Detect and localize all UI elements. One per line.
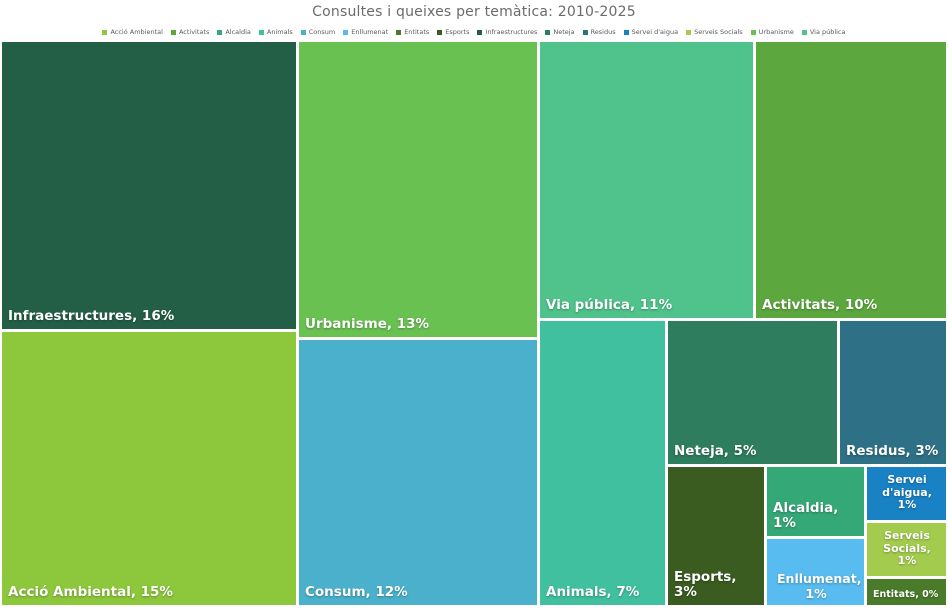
legend-swatch xyxy=(258,29,264,35)
legend-swatch xyxy=(217,29,223,35)
legend-item-label: Alcaldia xyxy=(225,28,251,36)
tile-label: Consum, 12% xyxy=(305,584,408,601)
legend-item-accio-ambiental[interactable]: Acció Ambiental xyxy=(102,28,163,36)
legend-item-animals[interactable]: Animals xyxy=(258,28,293,36)
legend-item-label: Consum xyxy=(308,28,336,36)
chart-title: Consultes i queixes per temàtica: 2010-2… xyxy=(312,4,636,20)
tile-label: Enllumenat, 1% xyxy=(777,571,862,601)
tile-animals[interactable]: Animals, 7% xyxy=(540,321,665,605)
tile-infraestructures[interactable]: Infraestructures, 16% xyxy=(2,42,296,329)
legend-swatch xyxy=(300,29,306,35)
tile-entitats[interactable]: Entitats, 0% xyxy=(867,579,946,605)
tile-activitats[interactable]: Activitats, 10% xyxy=(756,42,946,318)
tile-consum[interactable]: Consum, 12% xyxy=(299,340,537,605)
legend-swatch xyxy=(343,29,349,35)
legend-item-entitats[interactable]: Entitats xyxy=(396,28,429,36)
legend-item-activitats[interactable]: Activitats xyxy=(170,28,210,36)
tile-enllumenat[interactable]: Enllumenat, 1% xyxy=(767,539,864,605)
legend-item-label: Via pública xyxy=(809,28,846,36)
tile-accio-ambiental[interactable]: Acció Ambiental, 15% xyxy=(2,332,296,605)
legend-item-serveis-socials[interactable]: Serveis Socials xyxy=(686,28,743,36)
tile-label: Infraestructures, 16% xyxy=(8,308,175,325)
legend-item-label: Residus xyxy=(590,28,616,36)
tile-label: Via pública, 11% xyxy=(546,297,673,314)
tile-servei-daigua[interactable]: Servei d'aigua, 1% xyxy=(867,467,946,520)
legend-swatch xyxy=(477,29,483,35)
legend-item-label: Neteja xyxy=(553,28,575,36)
legend-item-urbanisme[interactable]: Urbanisme xyxy=(750,28,794,36)
tile-label: Alcaldia, 1% xyxy=(773,499,839,532)
legend-item-label: Infraestructures xyxy=(485,28,538,36)
legend-item-alcaldia[interactable]: Alcaldia xyxy=(217,28,251,36)
tile-alcaldia[interactable]: Alcaldia, 1% xyxy=(767,467,864,536)
tile-via-publica[interactable]: Via pública, 11% xyxy=(540,42,753,318)
tile-label: Activitats, 10% xyxy=(762,297,878,314)
chart-legend: Acció Ambiental Activitats Alcaldia Anim… xyxy=(0,26,948,38)
legend-item-label: Urbanisme xyxy=(758,28,794,36)
legend-item-label: Activitats xyxy=(178,28,210,36)
legend-swatch xyxy=(686,29,692,35)
legend-item-residus[interactable]: Residus xyxy=(582,28,616,36)
legend-item-consum[interactable]: Consum xyxy=(300,28,336,36)
tile-label: Serveis Socials, 1% xyxy=(883,529,931,568)
tile-label: Neteja, 5% xyxy=(674,443,757,460)
tile-label: Acció Ambiental, 15% xyxy=(8,584,173,601)
legend-item-label: Animals xyxy=(266,28,293,36)
legend-item-label: Entitats xyxy=(404,28,430,36)
legend-swatch xyxy=(437,29,443,35)
legend-swatch xyxy=(102,29,108,35)
tile-residus[interactable]: Residus, 3% xyxy=(840,321,946,464)
legend-swatch xyxy=(545,29,551,35)
tile-serveis-socials[interactable]: Serveis Socials, 1% xyxy=(867,523,946,576)
legend-item-enllumenat[interactable]: Enllumenat xyxy=(343,28,388,36)
tile-label: Animals, 7% xyxy=(546,584,640,601)
legend-swatch xyxy=(170,29,176,35)
tile-urbanisme[interactable]: Urbanisme, 13% xyxy=(299,42,537,337)
legend-swatch xyxy=(582,29,588,35)
legend-item-label: Enllumenat xyxy=(351,28,389,36)
legend-swatch xyxy=(801,29,807,35)
legend-item-esports[interactable]: Esports xyxy=(437,28,469,36)
legend-item-label: Serveis Socials xyxy=(694,28,743,36)
tile-label: Esports, 3% xyxy=(674,568,737,601)
legend-item-via-publica[interactable]: Via pública xyxy=(801,28,846,36)
legend-item-label: Acció Ambiental xyxy=(110,28,163,36)
tile-label: Residus, 3% xyxy=(846,443,939,460)
legend-item-infraestructures[interactable]: Infraestructures xyxy=(477,28,537,36)
legend-item-label: Esports xyxy=(445,28,470,36)
treemap-chart: Infraestructures, 16% Acció Ambiental, 1… xyxy=(2,42,946,605)
legend-item-label: Servei d'aigua xyxy=(631,28,679,36)
tile-label: Servei d'aigua, 1% xyxy=(882,473,932,512)
tile-neteja[interactable]: Neteja, 5% xyxy=(668,321,837,464)
legend-swatch xyxy=(750,29,756,35)
legend-item-neteja[interactable]: Neteja xyxy=(545,28,575,36)
tile-esports[interactable]: Esports, 3% xyxy=(668,467,764,605)
legend-item-servei-daigua[interactable]: Servei d'aigua xyxy=(623,28,679,36)
tile-label: Entitats, 0% xyxy=(873,589,939,601)
legend-swatch xyxy=(623,29,629,35)
legend-swatch xyxy=(396,29,402,35)
tile-label: Urbanisme, 13% xyxy=(305,316,430,333)
